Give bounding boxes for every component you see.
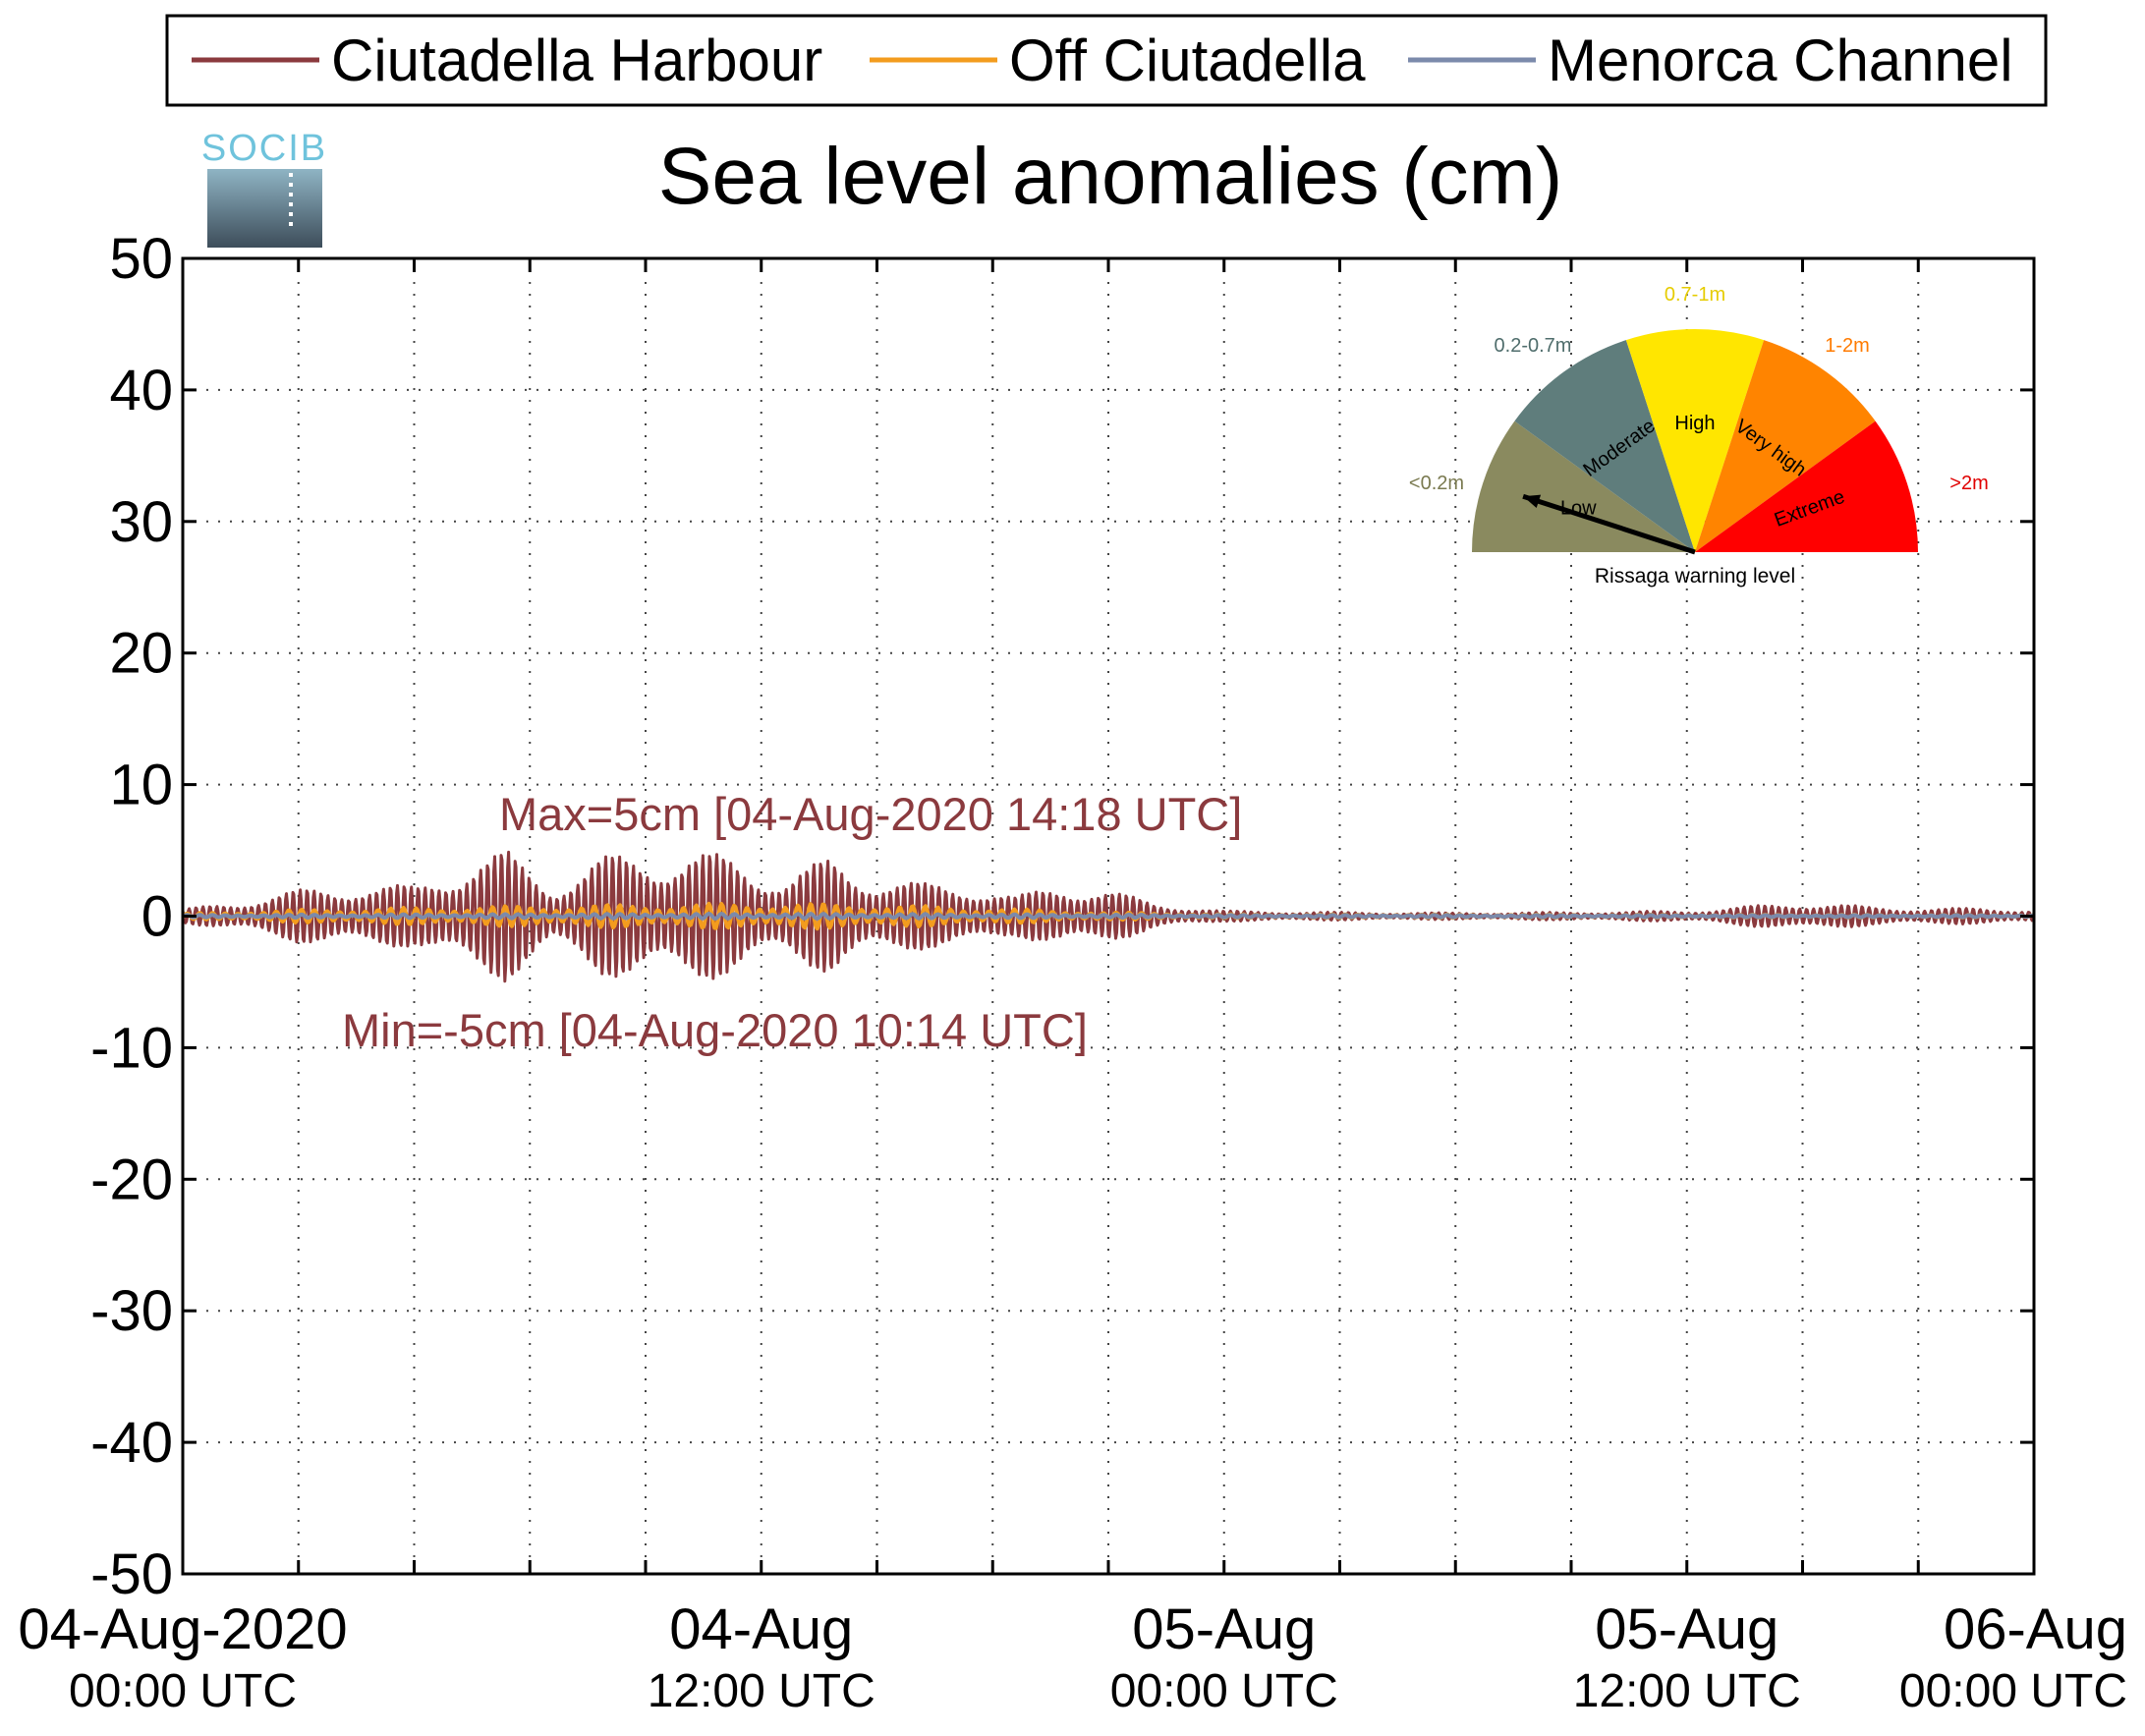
- x-tick-sublabel: 00:00 UTC: [1110, 1665, 1338, 1717]
- x-tick-sublabel: 12:00 UTC: [648, 1665, 875, 1717]
- gauge-segment: [1625, 329, 1765, 552]
- gauge-range-label: <0.2m: [1409, 473, 1464, 494]
- y-tick-label: 0: [141, 885, 173, 949]
- x-tick-label: 04-Aug: [669, 1597, 853, 1661]
- y-tick-label: 40: [109, 359, 173, 422]
- gauge-needle-head: [1523, 494, 1542, 508]
- y-tick-label: 10: [109, 754, 173, 817]
- series-layer: [181, 850, 2035, 983]
- annotation-label: Min=-5cm [04-Aug-2020 10:14 UTC]: [342, 1004, 1088, 1056]
- gauge-segment: [1695, 420, 1918, 552]
- gauge-range-label: 0.2-0.7m: [1495, 335, 1572, 357]
- y-tick-label: -30: [90, 1279, 173, 1343]
- gauge-caption: Rissaga warning level: [1595, 565, 1795, 588]
- x-tick-sublabel: 00:00 UTC: [1899, 1665, 2127, 1717]
- gauge-level-label: High: [1674, 413, 1715, 434]
- gauge-segment: [1472, 420, 1695, 552]
- y-tick-label: 30: [109, 490, 173, 554]
- y-tick-label: -50: [90, 1542, 173, 1606]
- chart-title: Sea level anomalies (cm): [658, 132, 1563, 221]
- gauge-needle: [1522, 493, 1696, 555]
- x-tick-label: 05-Aug: [1132, 1597, 1316, 1661]
- gauge-range-label: 1-2m: [1825, 335, 1870, 357]
- gauge-range-label: >2m: [1949, 473, 1988, 494]
- legend-label: Menorca Channel: [1548, 28, 2013, 93]
- x-tick-label: 05-Aug: [1595, 1597, 1778, 1661]
- x-tick-label: 06-Aug: [1944, 1597, 2127, 1661]
- y-tick-label: -10: [90, 1016, 173, 1080]
- gauge-segment: [1695, 340, 1876, 552]
- y-tick-label: 20: [109, 622, 173, 686]
- gauge-segment: [1514, 340, 1695, 552]
- logo-text: SOCIB: [201, 128, 327, 169]
- annotation-label: Max=5cm [04-Aug-2020 14:18 UTC]: [499, 788, 1242, 840]
- axes: 50403020100-10-20-30-40-5004-Aug-202000:…: [18, 227, 2127, 1717]
- series-line: [182, 912, 2035, 921]
- y-tick-label: 50: [109, 227, 173, 291]
- legend: Ciutadella Harbour Off Ciutadella Menorca …: [165, 14, 2048, 107]
- annotations: Max=5cm [04-Aug-2020 14:18 UTC] Min=-5cm …: [342, 788, 1242, 1056]
- legend-label: Off Ciutadella: [1009, 28, 1366, 93]
- logo-mark: [207, 169, 322, 248]
- legend-box: [165, 14, 2048, 107]
- x-tick-sublabel: 00:00 UTC: [69, 1665, 297, 1717]
- gauge-range-label: 0.7-1m: [1665, 284, 1725, 306]
- x-tick-label: 04-Aug-2020: [18, 1597, 347, 1661]
- x-tick-sublabel: 12:00 UTC: [1573, 1665, 1801, 1717]
- y-tick-label: -40: [90, 1411, 173, 1475]
- legend-label: Ciutadella Harbour: [331, 28, 822, 93]
- y-tick-label: -20: [90, 1148, 173, 1211]
- socib-logo: SOCIB: [201, 128, 327, 248]
